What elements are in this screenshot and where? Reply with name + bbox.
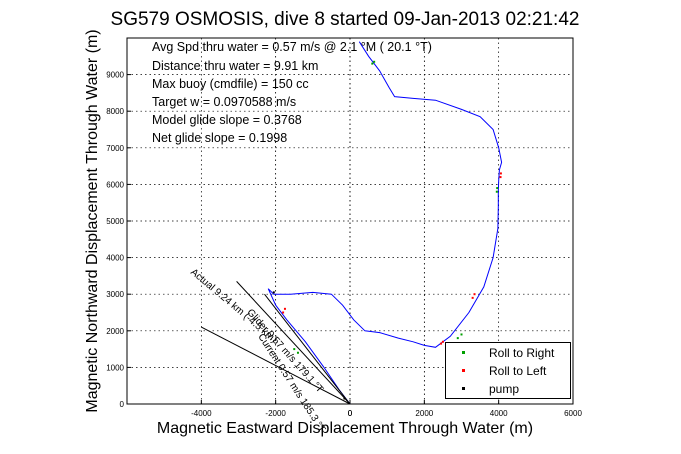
info-net-glide-slope: Net glide slope = 0.1998 [152, 131, 288, 145]
series-point-5 [440, 342, 443, 345]
chart-title: SG579 OSMOSIS, dive 8 started 09-Jan-201… [111, 9, 580, 30]
series-point-5 [473, 293, 476, 296]
series-point-4 [371, 62, 374, 65]
y-tick-label: 7000 [106, 144, 124, 153]
series-point-5 [499, 172, 502, 175]
series-point-4 [456, 337, 459, 340]
info-distance: Distance thru water = 9.91 km [152, 59, 319, 73]
y-tick-label: 2000 [106, 327, 124, 336]
x-tick-label: 0 [348, 409, 353, 418]
series-point-4 [296, 351, 299, 354]
series-line-1 [236, 281, 351, 405]
legend-item-roll-left: Roll to Left [446, 363, 570, 381]
legend-label-roll-left: Roll to Left [489, 364, 547, 378]
x-tick-label: 2000 [415, 409, 433, 418]
y-axis-label: Magnetic Northward Displacement Through … [84, 29, 101, 412]
legend-marker-roll-right [462, 351, 465, 354]
info-target-w: Target w = 0.0970588 m/s [152, 95, 297, 109]
y-tick-label: 0 [120, 400, 125, 409]
series-line-0 [267, 41, 503, 405]
series-point-4 [460, 333, 463, 336]
legend-item-pump: pump [446, 381, 570, 399]
y-tick-label: 8000 [106, 107, 124, 116]
y-tick-label: 1000 [106, 363, 124, 372]
series-point-4 [496, 187, 499, 190]
series-line-3 [264, 293, 351, 405]
ticks: -4000 -2000 0 2000 4000 600000100020003000400… [106, 71, 582, 418]
info-avg-speed: Avg Spd thru water = 0.57 m/s @ 2.1 °M (… [152, 40, 432, 54]
y-tick-label: 5000 [106, 217, 124, 226]
series-point-5 [499, 176, 502, 179]
series-layer [201, 41, 503, 405]
series-point-6 [272, 291, 275, 294]
info-model-glide-slope: Model glide slope = 0.3768 [152, 113, 302, 127]
series-point-5 [471, 296, 474, 299]
legend-item-roll-right: Roll to Right [446, 345, 570, 363]
legend-label-pump: pump [489, 382, 520, 396]
info-max-buoy: Max buoy (cmdfile) = 150 cc [152, 77, 309, 91]
y-tick-label: 3000 [106, 290, 124, 299]
series-point-5 [282, 311, 285, 314]
series-point-4 [495, 190, 498, 193]
legend-marker-roll-left [462, 369, 465, 372]
x-tick-label: 0 [348, 409, 353, 418]
x-tick-label: -2000 [265, 409, 286, 418]
x-tick-label: -4000 [191, 409, 212, 418]
x-tick-label: 6000 [564, 409, 582, 418]
series-point-4 [293, 348, 296, 351]
series-line-2 [201, 326, 351, 405]
legend-label-roll-right: Roll to Right [489, 346, 555, 360]
series-point-5 [283, 307, 286, 310]
y-tick-label: 6000 [106, 180, 124, 189]
series-point-5 [441, 340, 444, 343]
series-point-4 [373, 60, 376, 63]
y-tick-label: 4000 [106, 254, 124, 263]
y-tick-label: 9000 [106, 71, 124, 80]
legend-marker-pump [462, 387, 465, 390]
x-axis-label: Magnetic Eastward Displacement Through W… [157, 420, 533, 437]
x-tick-label: 4000 [490, 409, 508, 418]
legend: Roll to Right Roll to Left pump [445, 342, 571, 399]
series-point-6 [343, 397, 346, 400]
